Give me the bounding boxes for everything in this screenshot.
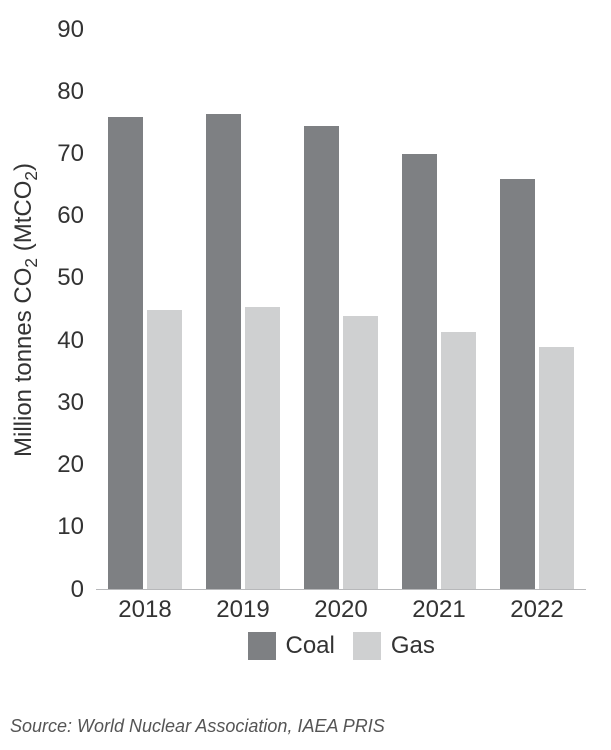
co2-bar-chart: Million tonnes CO2 (MtCO2) 0102030405060… — [0, 0, 611, 750]
x-tick-label: 2022 — [488, 596, 586, 624]
bar-gas-2022 — [539, 347, 574, 590]
x-tick-label: 2020 — [292, 596, 390, 624]
x-tick-label: 2018 — [96, 596, 194, 624]
x-tick-label: 2021 — [390, 596, 488, 624]
y-tick-label: 60 — [0, 202, 84, 230]
y-tick-label: 80 — [0, 78, 84, 106]
y-tick-label: 70 — [0, 140, 84, 168]
y-tick-label: 30 — [0, 389, 84, 417]
y-tick-label: 0 — [0, 576, 84, 604]
bar-gas-2021 — [441, 332, 476, 590]
source-citation: Source: World Nuclear Association, IAEA … — [10, 716, 385, 737]
legend-label: Gas — [391, 632, 435, 660]
bar-gas-2018 — [147, 310, 182, 590]
x-tick-label: 2019 — [194, 596, 292, 624]
y-tick-label: 50 — [0, 264, 84, 292]
chart-bars — [96, 30, 586, 590]
y-tick-label: 10 — [0, 513, 84, 541]
legend-item-gas: Gas — [353, 632, 435, 660]
legend-label: Coal — [286, 632, 335, 660]
bar-coal-2022 — [500, 179, 535, 590]
y-tick-label: 90 — [0, 16, 84, 44]
legend-swatch — [248, 632, 276, 660]
legend-swatch — [353, 632, 381, 660]
bar-coal-2019 — [206, 114, 241, 590]
legend-item-coal: Coal — [248, 632, 335, 660]
bar-coal-2018 — [108, 117, 143, 590]
bar-coal-2021 — [402, 154, 437, 590]
bar-gas-2020 — [343, 316, 378, 590]
x-axis-baseline — [96, 589, 586, 590]
chart-legend: Coal Gas — [248, 632, 435, 660]
bar-coal-2020 — [304, 126, 339, 590]
y-tick-label: 40 — [0, 327, 84, 355]
plot-area — [96, 30, 586, 590]
y-tick-label: 20 — [0, 451, 84, 479]
bar-gas-2019 — [245, 307, 280, 590]
